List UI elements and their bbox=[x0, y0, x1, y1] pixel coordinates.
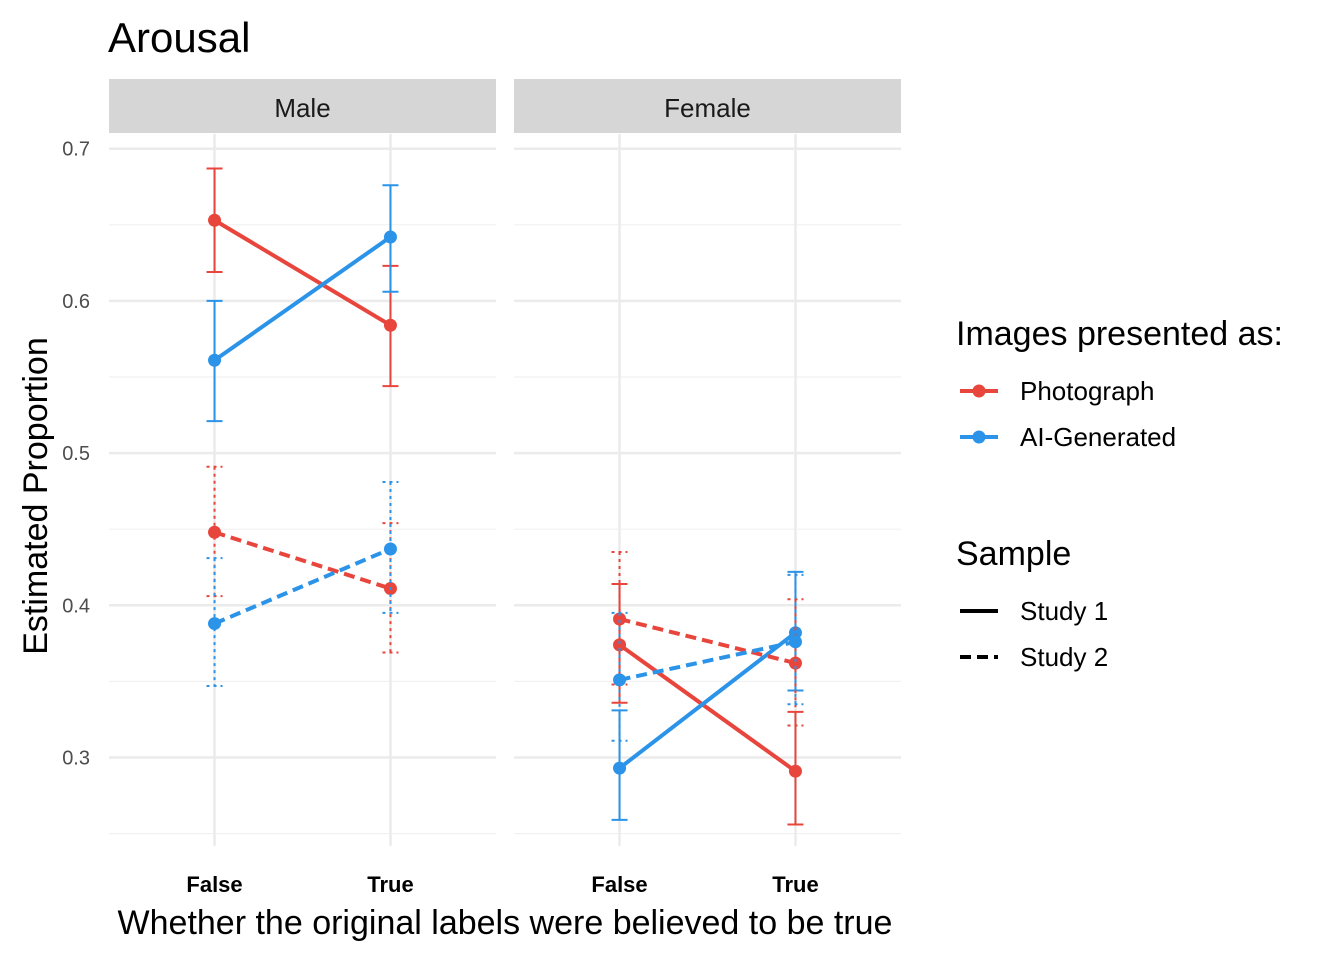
data-point bbox=[788, 764, 802, 778]
legend: Images presented as: Sample Photograph AI… bbox=[956, 315, 1283, 672]
series-line bbox=[619, 617, 796, 666]
data-point bbox=[383, 318, 397, 332]
x-axis-title: Whether the original labels were believe… bbox=[118, 904, 893, 942]
x-tick-label: True bbox=[367, 872, 413, 897]
panel-male: Male bbox=[109, 79, 496, 846]
legend-label: AI-Generated bbox=[1020, 422, 1176, 452]
series-male-ai-generated-study-1 bbox=[206, 184, 399, 423]
data-point bbox=[613, 761, 627, 775]
data-point bbox=[788, 656, 802, 670]
x-tick-label: False bbox=[186, 872, 242, 897]
data-point bbox=[788, 635, 802, 649]
series-line bbox=[619, 639, 796, 682]
y-tick-label: 0.3 bbox=[62, 748, 90, 770]
y-tick-label: 0.6 bbox=[62, 291, 90, 313]
legend-item-study-1: Study 1 bbox=[960, 596, 1108, 626]
series-male-ai-generated-study-2 bbox=[206, 481, 399, 687]
data-point bbox=[208, 525, 222, 539]
y-axis: 0.3 0.4 0.5 0.6 0.7 bbox=[62, 139, 90, 770]
panels: Male Female bbox=[109, 79, 901, 846]
series-line bbox=[213, 218, 392, 327]
x-axis: False True False True bbox=[186, 872, 818, 897]
x-tick-label: False bbox=[591, 872, 647, 897]
chart-title: Arousal bbox=[108, 14, 250, 61]
series bbox=[206, 167, 804, 826]
legend-item-ai-generated: AI-Generated bbox=[960, 422, 1176, 452]
x-tick-label: True bbox=[772, 872, 818, 897]
series-female-ai-generated-study-1 bbox=[611, 570, 804, 821]
series-line bbox=[618, 643, 797, 773]
y-axis-title: Estimated Proportion bbox=[17, 337, 55, 655]
y-tick-label: 0.5 bbox=[62, 443, 90, 465]
data-point bbox=[208, 353, 222, 367]
panel-female: Female bbox=[514, 79, 901, 846]
facet-label: Female bbox=[664, 93, 751, 123]
series-line bbox=[213, 547, 392, 626]
data-point bbox=[613, 612, 627, 626]
legend-item-study-2: Study 2 bbox=[960, 642, 1108, 672]
series-line bbox=[213, 530, 392, 591]
data-point bbox=[613, 673, 627, 687]
series-female-ai-generated-study-2 bbox=[611, 573, 804, 742]
legend-label: Photograph bbox=[1020, 376, 1154, 406]
legend-linetype-title: Sample bbox=[956, 535, 1071, 573]
legend-label: Study 2 bbox=[1020, 642, 1108, 672]
legend-item-photograph: Photograph bbox=[960, 376, 1154, 406]
data-point bbox=[383, 542, 397, 556]
data-point bbox=[208, 617, 222, 631]
legend-key-point bbox=[972, 430, 986, 444]
facet-label: Male bbox=[274, 93, 330, 123]
series-line bbox=[213, 235, 392, 362]
legend-key-point bbox=[972, 384, 986, 398]
facet-strip bbox=[109, 79, 496, 133]
legend-color-title: Images presented as: bbox=[956, 315, 1283, 353]
y-tick-label: 0.4 bbox=[62, 595, 90, 617]
series-line bbox=[618, 631, 797, 770]
y-tick-label: 0.7 bbox=[62, 139, 90, 161]
legend-label: Study 1 bbox=[1020, 596, 1108, 626]
series-female-photograph-study-1 bbox=[611, 582, 804, 826]
data-point bbox=[383, 230, 397, 244]
facet-strip bbox=[514, 79, 901, 133]
series-male-photograph-study-2 bbox=[206, 465, 399, 654]
data-point bbox=[208, 213, 222, 227]
series-male-photograph-study-1 bbox=[206, 167, 399, 388]
